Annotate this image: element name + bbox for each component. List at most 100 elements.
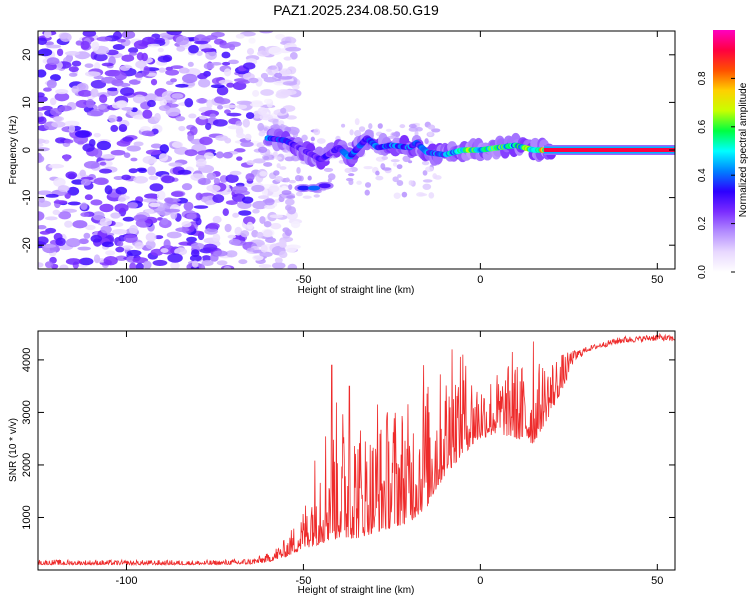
spectrogram-noise-cell bbox=[96, 140, 112, 151]
spectrogram-noise-cell bbox=[147, 166, 156, 176]
colorbar-tick-label: 0.2 bbox=[697, 216, 708, 230]
spectrogram-noise-cell bbox=[67, 201, 81, 206]
spectrogram-x-tick-label: 50 bbox=[651, 274, 663, 286]
spectrogram-noise-cell bbox=[44, 216, 58, 221]
spectrogram-noise-cell bbox=[83, 232, 91, 239]
spectrogram-noise-cell bbox=[38, 37, 48, 45]
spectrogram-noise-cell bbox=[288, 184, 293, 190]
spectrogram-noise-cell bbox=[121, 245, 134, 250]
spectrogram-noise-cell bbox=[356, 180, 362, 185]
spectrogram-noise-cell bbox=[181, 221, 192, 228]
spectrogram-noise-cell bbox=[368, 123, 373, 130]
spectrogram-noise-cell bbox=[90, 199, 103, 206]
spectrogram-noise-cell bbox=[285, 204, 292, 211]
spectrogram-noise-cell bbox=[259, 31, 274, 34]
spectrogram-x-tick-label: 0 bbox=[477, 274, 483, 286]
spectrogram-noise-cell bbox=[170, 78, 177, 83]
spectrogram-noise-cell bbox=[269, 214, 284, 219]
spectrogram-noise-cell bbox=[99, 161, 107, 166]
spectrogram-noise-cell bbox=[393, 192, 401, 200]
spectrogram-noise-cell bbox=[38, 69, 47, 78]
spectrogram-noise-cell bbox=[120, 87, 135, 96]
spectrogram-noise-cell bbox=[205, 35, 218, 40]
spectrogram-noise-cell bbox=[99, 203, 114, 213]
spectrogram-noise-cell bbox=[132, 94, 146, 104]
spectrogram-noise-cell bbox=[268, 65, 278, 70]
spectrogram-noise-cell bbox=[277, 75, 293, 80]
spectrogram-noise-cell bbox=[402, 155, 411, 163]
spectrogram-noise-cell bbox=[226, 82, 235, 88]
spectrogram-noise-cell bbox=[263, 162, 273, 167]
spectrogram-noise-cell bbox=[222, 151, 233, 159]
spectrogram-y-tick-label: 10 bbox=[21, 96, 33, 108]
spectrogram-noise-cell bbox=[144, 93, 158, 103]
spectrogram-noise-cell bbox=[114, 72, 127, 81]
spectrogram-noise-cell bbox=[263, 155, 270, 161]
spectrogram-noise-cell bbox=[341, 123, 346, 128]
spectrogram-noise-cell bbox=[377, 123, 383, 129]
spectrogram-noise-cell bbox=[147, 43, 161, 48]
snr-frame bbox=[37, 330, 676, 571]
spectrogram-noise-cell bbox=[115, 82, 131, 88]
spectrogram-noise-cell bbox=[316, 138, 326, 144]
spectrogram-noise-cell bbox=[84, 194, 93, 201]
spectrogram-noise-cell bbox=[242, 118, 250, 128]
spectrogram-branch-core bbox=[297, 185, 310, 191]
spectrogram-noise-cell bbox=[347, 173, 355, 177]
spectrogram-noise-cell bbox=[295, 191, 303, 197]
snr-y-tick-label: 3000 bbox=[21, 400, 33, 424]
spectrogram-noise-cell bbox=[232, 212, 240, 218]
spectrogram-noise-cell bbox=[226, 112, 242, 117]
spectrogram-noise-cell bbox=[171, 93, 184, 99]
spectrogram-noise-cell bbox=[222, 61, 231, 66]
spectrogram-noise-cell bbox=[186, 236, 197, 243]
spectrogram-noise-cell bbox=[93, 148, 103, 158]
spectrogram-noise-cell bbox=[67, 186, 80, 196]
spectrogram-noise-cell bbox=[198, 78, 211, 88]
spectrogram-noise-cell bbox=[399, 124, 406, 129]
spectrogram-noise-cell bbox=[68, 66, 79, 73]
spectrogram-noise-cell bbox=[205, 50, 217, 60]
spectrogram-noise-cell bbox=[38, 107, 47, 112]
snr-x-tick-label: -100 bbox=[115, 575, 137, 587]
spectrogram-noise-cell bbox=[428, 192, 435, 199]
spectrogram-noise-cell bbox=[156, 190, 166, 201]
spectrogram-noise-cell bbox=[353, 130, 362, 137]
spectrogram-noise-cell bbox=[257, 195, 270, 199]
spectrogram-x-ticks: -100 -50 0 50 bbox=[115, 31, 663, 286]
spectrogram-y-ticks: 20 10 0 -10 -20 bbox=[21, 49, 675, 253]
spectrogram-noise-cell bbox=[252, 254, 264, 261]
spectrogram-noise-cell bbox=[348, 179, 354, 186]
spectrogram-noise-cell bbox=[65, 237, 81, 248]
spectrogram-y-tick-label: -20 bbox=[21, 237, 33, 253]
spectrogram-noise-cell bbox=[154, 235, 164, 240]
spectrogram-noise-cell bbox=[63, 139, 74, 144]
spectrogram-noise-cell bbox=[155, 96, 164, 102]
spectrogram-noise-cell bbox=[101, 76, 117, 84]
spectrogram-noise-cell bbox=[224, 137, 232, 144]
spectrogram-noise-cell bbox=[182, 73, 198, 84]
snr-x-tick-label: 50 bbox=[651, 575, 663, 587]
snr-x-tick-label: 0 bbox=[477, 575, 483, 587]
spectrogram-noise-cell bbox=[244, 133, 252, 141]
colorbar-ticks: 0.0 0.2 0.4 0.6 0.8 bbox=[697, 71, 735, 279]
spectrogram-noise-cell bbox=[260, 89, 274, 96]
spectrogram-noise-cell bbox=[100, 225, 112, 234]
spectrogram-noise-cell bbox=[118, 124, 128, 133]
spectrogram-noise-cell bbox=[197, 177, 211, 186]
spectrogram-noise-cell bbox=[323, 167, 334, 173]
spectrogram-noise-cell bbox=[282, 81, 298, 86]
spectrogram-noise-cell bbox=[168, 162, 183, 167]
spectrogram-noise-cell bbox=[279, 123, 285, 131]
spectrogram-noise-cell bbox=[415, 126, 423, 132]
spectrogram-noise-cell bbox=[85, 224, 96, 231]
spectrogram-noise-cell bbox=[196, 98, 208, 104]
spectrogram-noise-cell bbox=[263, 229, 273, 238]
spectrogram-noise-cell bbox=[53, 200, 68, 205]
spectrogram-noise-cell bbox=[121, 54, 135, 62]
snr-y-label: SNR (10 * v/v) bbox=[8, 418, 19, 482]
spectrogram-noise-cell bbox=[99, 94, 108, 104]
spectrogram-noise-cell bbox=[181, 183, 193, 191]
spectrogram-noise-cell bbox=[121, 174, 132, 181]
